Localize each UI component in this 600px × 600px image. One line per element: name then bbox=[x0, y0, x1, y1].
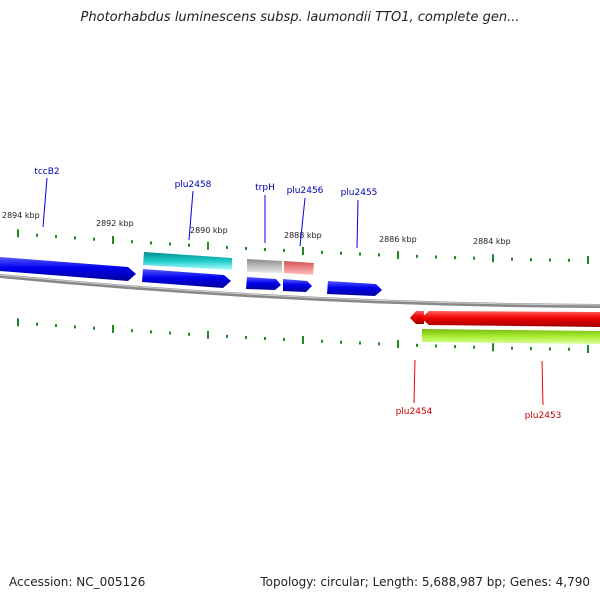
gene-tccB2-arrow[interactable] bbox=[0, 257, 136, 281]
genome-summary: Topology: circular; Length: 5,688,987 bp… bbox=[260, 575, 590, 589]
axis-label: 2888 kbp bbox=[284, 231, 322, 240]
feature-green[interactable] bbox=[422, 329, 600, 344]
accession-number: Accession: NC_005126 bbox=[9, 575, 146, 589]
gene-plu2453-arrow[interactable] bbox=[421, 311, 600, 327]
gene-label-trpH[interactable]: trpH bbox=[255, 183, 275, 193]
axis-label: 2894 kbp bbox=[2, 211, 40, 220]
axis-label: 2886 kbp bbox=[379, 235, 417, 244]
axis-label: 2892 kbp bbox=[96, 219, 134, 228]
gene-label-tccB2[interactable]: tccB2 bbox=[34, 167, 59, 177]
feature-gray[interactable] bbox=[247, 259, 282, 273]
feature-cyan[interactable] bbox=[143, 252, 232, 270]
reverse-tick-track bbox=[17, 318, 589, 353]
map-title: Photorhabdus luminescens subsp. laumondi… bbox=[80, 10, 520, 25]
genome-backbone bbox=[0, 274, 600, 308]
gene-plu2455-arrow[interactable] bbox=[327, 281, 382, 296]
axis-label: 2890 kbp bbox=[190, 226, 228, 235]
forward-tick-track bbox=[17, 229, 589, 264]
gene-label-plu2458[interactable]: plu2458 bbox=[175, 180, 212, 190]
genome-backbone-highlight bbox=[0, 274, 600, 306]
gene-label-plu2453[interactable]: plu2453 bbox=[525, 411, 562, 421]
forward-gene-labels: tccB2 plu2458 trpH plu2456 plu2455 bbox=[34, 167, 378, 249]
gene-plu2456-arrow[interactable] bbox=[283, 279, 312, 292]
gene-label-plu2455[interactable]: plu2455 bbox=[341, 188, 378, 198]
gene-plu2458-arrow[interactable] bbox=[142, 269, 231, 288]
gene-plu2454-arrow[interactable] bbox=[410, 311, 424, 324]
axis-label: 2884 kbp bbox=[473, 237, 511, 246]
gene-trpH-arrow[interactable] bbox=[246, 277, 281, 290]
feature-pink[interactable] bbox=[284, 261, 314, 275]
gene-label-plu2454[interactable]: plu2454 bbox=[396, 407, 433, 417]
gene-label-plu2456[interactable]: plu2456 bbox=[287, 186, 324, 196]
reverse-gene-labels: plu2454 plu2453 bbox=[396, 359, 562, 421]
axis-labels: 2894 kbp 2892 kbp 2890 kbp 2888 kbp 2886… bbox=[2, 211, 511, 246]
